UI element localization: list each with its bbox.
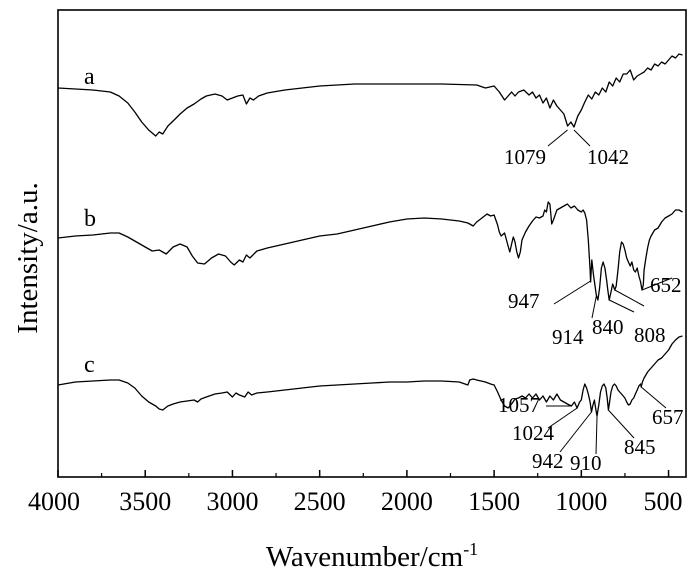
annotation-leader-840 [609,299,635,313]
series-label-b: b [84,206,96,232]
x-tick-label-2500: 2500 [294,487,346,516]
ticks-layer: 4000 3500 3000 2500 2000 1500 1000 500 [28,470,683,516]
annotation-leader-914 [591,295,597,319]
annotation-808: 808 [634,323,666,347]
annotation-leader-1042 [573,129,591,147]
annotation-910: 910 [570,451,602,475]
annotation-leader-657 [640,386,667,409]
y-axis-label: Intensity/a.u. [12,182,44,333]
annotation-leader-910 [595,415,598,455]
annotation-914: 914 [552,325,584,349]
annotation-leader-1024 [547,407,578,429]
annotation-652: 652 [650,273,682,297]
series-layer [57,53,683,417]
annotation-845: 845 [624,435,656,459]
annotation-840: 840 [592,315,624,339]
annotation-leader-947 [553,280,591,305]
x-tick-label-1500: 1500 [468,487,520,516]
x-tick-label-500: 500 [644,487,683,516]
x-tick-label-3000: 3000 [206,487,258,516]
x-tick-label-4000: 4000 [28,487,80,516]
x-tick-label-3500: 3500 [119,487,171,516]
series-label-c: c [84,352,95,378]
series-line-a [57,53,683,137]
x-tick-label-2000: 2000 [381,487,433,516]
annotations-layer [546,129,673,455]
annotation-leader-845 [608,409,635,439]
x-tick-label-1000: 1000 [555,487,607,516]
annotation-942: 942 [532,449,564,473]
annotation-leader-808 [614,289,645,307]
annotation-1042: 1042 [587,145,629,169]
x-axis-label-main: Wavenumber/cm [266,541,464,573]
annotation-leader-652 [641,277,673,291]
x-axis-label-superscript: -1 [463,539,478,559]
annotation-1079: 1079 [504,145,546,169]
annotation-947: 947 [508,289,540,313]
x-axis-label: Wavenumber/cm-1 [266,539,478,573]
series-line-c [57,335,683,417]
annotation-leader-1079 [547,129,568,147]
annotation-leader-942 [559,411,592,453]
series-label-a: a [84,64,95,90]
annotation-1057: 1057 [498,393,540,417]
annotation-657: 657 [652,405,684,429]
series-line-b [57,201,683,301]
plot-frame [57,9,687,478]
annotation-1024: 1024 [512,421,555,445]
